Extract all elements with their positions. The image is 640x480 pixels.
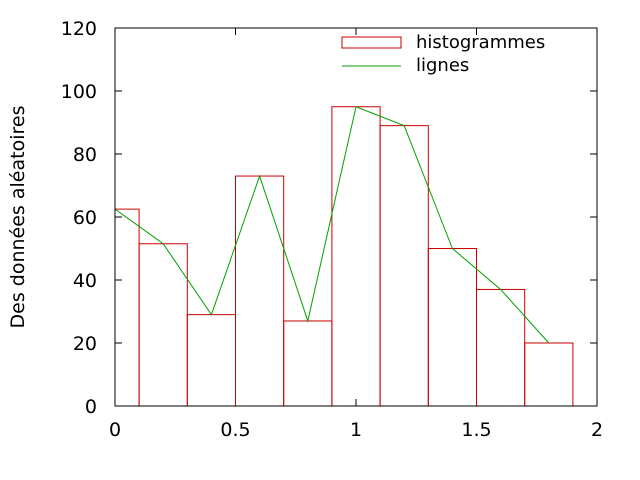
legend-label-lignes: lignes [416,55,469,76]
y-axis-ticks: 0 20 40 60 80 100 120 [61,18,597,418]
y-tick-label: 0 [85,396,97,418]
y-tick-label: 100 [61,81,97,103]
plot-frame [114,27,598,407]
y-tick-label: 120 [61,18,97,40]
x-tick-label: 1 [350,419,362,441]
histogram-bar [114,208,140,407]
histogram-bar [331,106,381,407]
y-tick-label: 80 [73,144,97,166]
x-tick-label: 1.5 [461,419,491,441]
histogram-bar [524,342,574,407]
histogram-bars [114,106,574,407]
histogram-bar [186,314,237,407]
legend-label-histogrammes: histogrammes [416,32,545,53]
y-tick-label: 60 [73,207,97,229]
x-tick-label: 0.5 [220,419,250,441]
y-tick-label: 40 [73,270,97,292]
x-axis-ticks: 0 0.5 1 1.5 2 [109,28,603,441]
x-tick-label: 0 [109,419,121,441]
y-axis-label: Des données aléatoires [7,106,29,329]
histogram-bar [427,248,477,407]
histogram-bar [476,288,526,407]
histogram-bar [235,175,285,407]
line-series [114,106,550,344]
x-tick-label: 2 [591,419,603,441]
y-tick-label: 20 [73,333,97,355]
line-series-path [114,106,550,344]
histogram-bar [283,320,333,407]
legend-swatch-histogrammes [341,36,402,49]
